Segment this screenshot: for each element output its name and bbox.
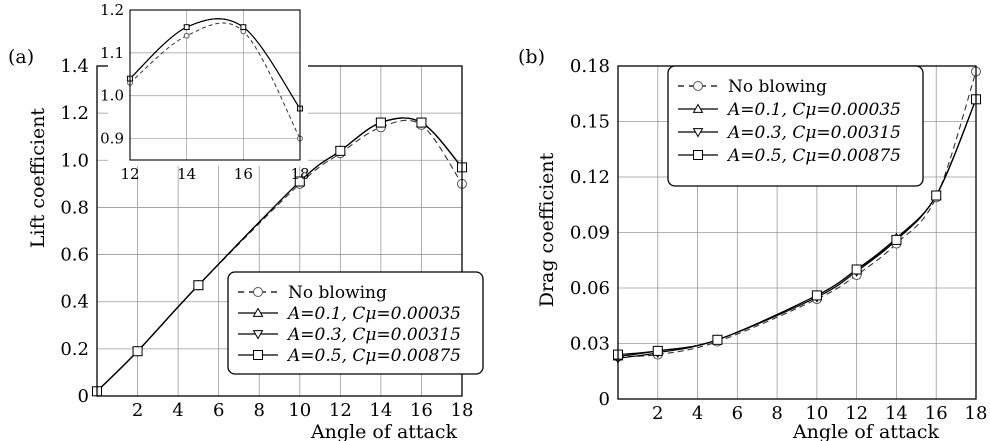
legend-marker	[693, 81, 703, 91]
data-point-marker	[931, 190, 942, 201]
inset-series-line	[129, 18, 301, 109]
inset-y-tick-label: 1.2	[100, 1, 124, 19]
legend-box	[227, 271, 484, 375]
inset-x-tick-label: 14	[177, 165, 196, 183]
y-tick-label: 1.4	[60, 56, 89, 77]
lift-tick-labels: 2 4 6 8 10 12 14 16 18 0 0.2 0.4 0.6 0.8 1.0 1.2 1.4	[60, 56, 473, 421]
data-point-marker	[891, 234, 902, 245]
y-tick-label: 0.09	[570, 223, 610, 244]
inset-x-tick-label: 12	[120, 165, 139, 183]
data-point-marker	[652, 345, 663, 356]
lift-y-axis-label: Lift coefficient	[27, 108, 49, 248]
y-tick-label: 1.2	[60, 103, 89, 124]
x-tick-label: 12	[329, 400, 352, 421]
legend-label: A=0.1, Cμ=0.00035	[286, 304, 461, 324]
drag-tick-labels: 2 4 6 8 10 12 14 16 18 0 0.03 0.06 0.09 0.12 0.15 0.18	[570, 56, 988, 424]
y-tick-label: 0	[599, 389, 610, 410]
x-tick-label: 4	[692, 403, 703, 424]
y-tick-label: 0.2	[60, 339, 89, 360]
data-point-marker	[851, 264, 862, 275]
y-tick-label: 0.03	[570, 334, 610, 355]
legend-marker	[252, 330, 264, 340]
legend-marker	[253, 287, 263, 297]
inset-x-tick-label: 16	[234, 165, 253, 183]
x-tick-label: 6	[213, 400, 224, 421]
data-point-marker	[811, 290, 822, 301]
x-tick-label: 14	[369, 400, 392, 421]
y-tick-label: 0.15	[570, 112, 610, 133]
y-tick-label: 0.8	[60, 197, 89, 218]
legend-marker	[253, 350, 263, 360]
inset-tick-labels: 12 14 16 18 0.9 1.0 1.1 1.2	[100, 1, 309, 183]
data-point-marker	[712, 334, 723, 345]
lift-x-axis-label: Angle of attack	[310, 421, 458, 441]
x-tick-label: 10	[805, 403, 828, 424]
y-tick-label: 0	[78, 386, 89, 407]
x-tick-label: 4	[172, 400, 183, 421]
lift-panel: (a) Lift coefficient Angle of attack 2 4 6…	[8, 1, 484, 441]
inset-x-tick-label: 18	[290, 165, 309, 183]
legend-label: A=0.1, Cμ=0.00035	[726, 100, 901, 120]
x-tick-label: 10	[288, 400, 311, 421]
data-point-marker	[416, 117, 427, 128]
data-point-marker	[375, 117, 386, 128]
x-tick-label: 8	[253, 400, 264, 421]
inset-data-point-marker	[240, 24, 247, 31]
data-point-marker	[193, 280, 204, 291]
panel-b-label: (b)	[518, 46, 545, 68]
y-tick-label: 0.6	[60, 245, 89, 266]
legend-label: A=0.3, Cμ=0.00315	[726, 123, 901, 143]
inset-data-point-marker	[183, 32, 190, 39]
legend-marker	[693, 150, 703, 160]
inset-y-tick-label: 1.1	[100, 44, 124, 62]
x-tick-label: 6	[732, 403, 743, 424]
x-tick-label: 16	[925, 403, 948, 424]
y-tick-label: 0.18	[570, 56, 610, 77]
data-point-marker	[335, 145, 346, 156]
legend-marker	[252, 307, 264, 317]
x-tick-label: 14	[885, 403, 908, 424]
drag-legend: No blowing A=0.1, Cμ=0.00035 A=0.3, Cμ=0.0…	[667, 65, 924, 187]
inset-data-point-marker	[183, 24, 190, 31]
legend-marker	[692, 128, 704, 138]
inset-series-line	[129, 22, 301, 139]
x-tick-label: 18	[451, 400, 474, 421]
x-tick-label: 8	[771, 403, 782, 424]
legend-label: A=0.5, Cμ=0.00875	[726, 146, 901, 166]
data-point-marker	[294, 176, 305, 187]
panel-a-label: (a)	[8, 46, 34, 68]
y-tick-label: 0.4	[60, 292, 89, 313]
legend-marker	[692, 103, 704, 113]
legend-label: A=0.3, Cμ=0.00315	[286, 325, 461, 345]
x-tick-label: 2	[652, 403, 663, 424]
inset-y-tick-label: 1.0	[100, 87, 124, 105]
x-tick-label: 16	[410, 400, 433, 421]
lift-inset: 12 14 16 18 0.9 1.0 1.1 1.2	[100, 1, 309, 183]
x-tick-label: 18	[965, 403, 988, 424]
x-tick-label: 12	[845, 403, 868, 424]
drag-y-axis-label: Drag coefficient	[536, 152, 558, 307]
inset-frame	[129, 9, 301, 161]
y-tick-label: 0.06	[570, 278, 610, 299]
legend-label: No blowing	[288, 283, 387, 303]
inset-y-tick-label: 0.9	[100, 130, 124, 148]
data-point-marker	[132, 346, 143, 357]
x-tick-label: 2	[132, 400, 143, 421]
series-line	[617, 71, 977, 357]
inset-series-lines	[129, 18, 301, 139]
drag-x-axis-label: Angle of attack	[792, 421, 940, 441]
y-tick-label: 0.12	[570, 167, 610, 188]
legend-label: No blowing	[728, 77, 827, 97]
legend-box	[667, 65, 924, 187]
drag-panel: (b) Drag coefficient Angle of attack 2 4 6…	[518, 46, 987, 441]
y-tick-label: 1.0	[60, 150, 89, 171]
inset-background	[108, 6, 308, 166]
legend-label: A=0.5, Cμ=0.00875	[286, 346, 461, 366]
